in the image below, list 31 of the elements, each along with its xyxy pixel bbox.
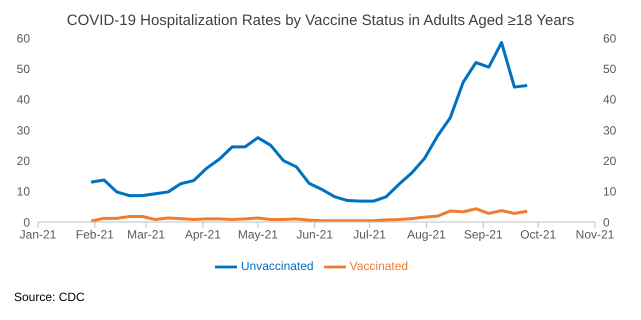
line-series	[90, 41, 529, 203]
y-tick-label: 10	[16, 184, 30, 199]
legend-label: Unvaccinated	[240, 259, 314, 274]
x-tick-label: Mar-21	[127, 228, 166, 242]
source-note: Source: CDC	[14, 290, 85, 304]
y-tick-label: 60	[16, 31, 30, 46]
x-tick-label: Nov-21	[576, 228, 615, 242]
y2-tick-label: 30	[603, 123, 617, 138]
line-series	[90, 207, 529, 222]
legend-label: Vaccinated	[350, 259, 408, 274]
x-tick-label: Sep-21	[464, 228, 503, 242]
y-tick-label: 30	[16, 123, 30, 138]
x-tick-label: Jan-21	[20, 228, 57, 242]
x-tick-label: Aug-21	[407, 228, 446, 242]
y-tick-label: 40	[16, 92, 30, 107]
x-tick-label: Feb-21	[76, 228, 114, 242]
x-tick-label: May-21	[238, 228, 278, 242]
y2-tick-label: 10	[603, 184, 617, 199]
y2-tick-label: 20	[603, 154, 617, 168]
y-tick-label: 20	[16, 154, 30, 168]
y2-tick-label: 40	[603, 92, 617, 107]
x-tick-label: Jun-21	[296, 228, 334, 242]
x-tick-label: Jul-21	[353, 228, 386, 242]
y-tick-label: 0	[23, 215, 30, 230]
x-tick-label: Apr-21	[184, 228, 222, 242]
x-tick-label: Oct-21	[520, 228, 557, 242]
y2-tick-label: 0	[603, 215, 610, 230]
y2-tick-label: 60	[603, 31, 617, 46]
y2-tick-label: 50	[603, 62, 617, 76]
chart-title: COVID-19 Hospitalization Rates by Vaccine Status in Adults Aged ≥18 Years	[66, 12, 576, 29]
y-tick-label: 50	[16, 62, 30, 76]
